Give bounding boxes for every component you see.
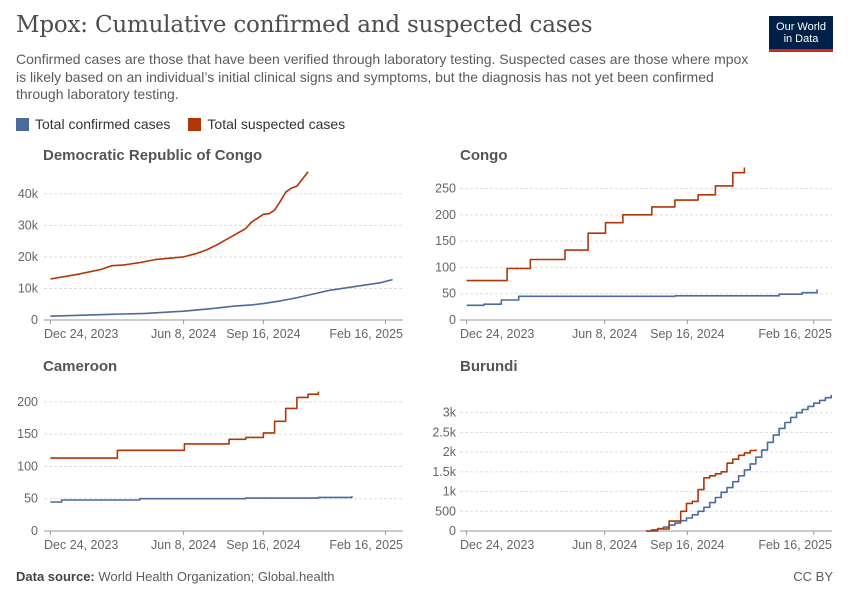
y-tick-label: 50 — [24, 492, 38, 506]
y-tick-label: 2.5k — [432, 425, 456, 439]
x-tick-label: Sep 16, 2024 — [650, 327, 724, 341]
y-tick-label: 150 — [17, 427, 38, 441]
chart-panel-2: Cameroon 0 50 100 150 200 Dec 24, 2023 Jun 8, 2… — [17, 358, 403, 552]
x-tick-label: Jun 8, 2024 — [572, 327, 637, 341]
x-tick-label: Feb 16, 2025 — [758, 327, 832, 341]
legend-swatch-confirmed — [16, 117, 29, 131]
y-tick-label: 0 — [449, 524, 456, 538]
confirmed-cases-line — [646, 394, 832, 532]
x-tick-label: Sep 16, 2024 — [650, 538, 724, 552]
y-tick-label: 150 — [435, 234, 456, 248]
y-tick-label: 20k — [18, 250, 39, 264]
y-tick-label: 1.5k — [432, 465, 456, 479]
x-tick-label: Jun 8, 2024 — [151, 538, 216, 552]
y-tick-label: 0 — [31, 313, 38, 327]
y-tick-label: 3k — [443, 406, 457, 420]
suspected-cases-line — [646, 449, 757, 532]
panel-title: Congo — [460, 147, 507, 164]
x-tick-label: Jun 8, 2024 — [572, 538, 637, 552]
suspected-cases-line — [466, 167, 746, 282]
license[interactable]: CC BY — [793, 569, 833, 584]
y-tick-label: 200 — [17, 395, 38, 409]
x-tick-label: Sep 16, 2024 — [226, 327, 300, 341]
chart-panel-0: Democratic Republic of Congo 0 10k 20k 30k 40… — [18, 147, 403, 341]
y-tick-label: 0 — [449, 313, 456, 327]
x-tick-label: Feb 16, 2025 — [758, 538, 832, 552]
x-tick-label: Feb 16, 2025 — [329, 538, 403, 552]
y-tick-label: 0 — [31, 524, 38, 538]
y-tick-label: 30k — [18, 218, 39, 232]
x-tick-label: Dec 24, 2023 — [44, 327, 118, 341]
logo-line-1: Our World — [776, 21, 826, 33]
y-tick-label: 10k — [18, 281, 39, 295]
y-tick-label: 250 — [435, 182, 456, 196]
legend-label-confirmed: Total confirmed cases — [35, 116, 171, 132]
legend-item-confirmed[interactable]: Total confirmed cases — [16, 116, 170, 132]
y-tick-label: 500 — [435, 504, 456, 518]
chart-subtitle: Confirmed cases are those that have been… — [16, 51, 749, 102]
x-tick-label: Feb 16, 2025 — [329, 327, 403, 341]
y-tick-label: 2k — [443, 445, 457, 459]
confirmed-cases-line — [50, 278, 393, 317]
y-tick-label: 1k — [443, 485, 457, 499]
x-tick-label: Sep 16, 2024 — [226, 538, 300, 552]
x-tick-label: Dec 24, 2023 — [460, 327, 534, 341]
y-tick-label: 50 — [442, 287, 456, 301]
x-tick-label: Dec 24, 2023 — [460, 538, 534, 552]
legend-label-suspected: Total suspected cases — [207, 116, 346, 132]
suspected-cases-line — [50, 171, 309, 280]
legend-swatch-suspected — [188, 117, 202, 131]
x-tick-label: Jun 8, 2024 — [151, 327, 216, 341]
x-tick-label: Dec 24, 2023 — [44, 538, 118, 552]
panel-title: Cameroon — [43, 358, 117, 375]
chart-panel-1: Congo 0 50 100 150 200 250 Dec 24, 2023 Jun 8, 2… — [435, 147, 832, 341]
chart-title: Mpox: Cumulative confirmed and suspected… — [16, 12, 593, 38]
data-source-label: Data source: — [16, 569, 95, 584]
y-tick-label: 100 — [17, 459, 38, 473]
legend: Total confirmed cases Total suspected ca… — [16, 116, 345, 132]
data-source-text: World Health Organization; Global.health — [98, 569, 335, 584]
owid-logo[interactable]: Our World in Data — [769, 16, 833, 52]
y-tick-label: 100 — [435, 260, 456, 274]
y-tick-label: 40k — [18, 187, 39, 201]
confirmed-cases-line — [50, 496, 353, 503]
y-tick-label: 200 — [435, 208, 456, 222]
confirmed-cases-line — [466, 289, 818, 307]
logo-line-2: in Data — [783, 33, 819, 45]
data-source: Data source: World Health Organization; … — [16, 569, 334, 584]
panel-title: Burundi — [460, 358, 518, 375]
suspected-cases-line — [50, 391, 320, 459]
legend-item-suspected[interactable]: Total suspected cases — [188, 116, 345, 132]
panel-title: Democratic Republic of Congo — [43, 147, 262, 164]
chart-panel-3: Burundi 0 500 1k 1.5k 2k 2.5k 3k Dec 24, 2023 Jun… — [432, 358, 832, 552]
